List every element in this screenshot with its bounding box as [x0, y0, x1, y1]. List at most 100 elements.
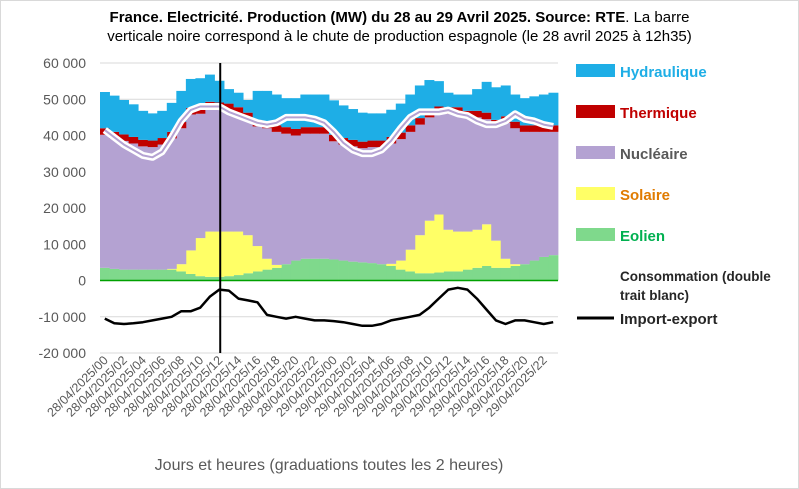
bar-solaire [500, 258, 511, 268]
bar-thermique [290, 128, 301, 136]
bar-hydraulique [119, 99, 130, 135]
bar-eolien [204, 276, 215, 281]
bar-nucleaire [395, 139, 406, 261]
bar-hydraulique [329, 100, 339, 135]
bar-nucleaire [376, 147, 387, 265]
bar-eolien [243, 273, 254, 281]
bar-hydraulique [300, 94, 311, 128]
bar-hydraulique [157, 110, 168, 139]
bar-nucleaire [529, 131, 540, 261]
bar-solaire [166, 268, 177, 270]
bar-hydraulique [357, 112, 368, 142]
legend-label: Eolien [620, 228, 665, 245]
bar-nucleaire [243, 119, 254, 236]
bar-solaire [185, 250, 196, 274]
bar-thermique [472, 110, 483, 118]
bar-eolien [109, 268, 120, 281]
legend-label-consumption: Consommation (double trait blanc) [620, 269, 771, 303]
bar-nucleaire [281, 133, 292, 265]
bar-eolien [262, 269, 273, 281]
chart-title: France. Electricité. Production (MW) du … [0, 8, 799, 46]
bar-hydraulique [338, 105, 349, 139]
bar-hydraulique [252, 90, 263, 120]
bar-eolien [195, 276, 206, 281]
bar-eolien [453, 271, 463, 281]
bar-eolien [290, 260, 301, 281]
legend-label: Hydraulique [620, 64, 707, 81]
bar-nucleaire [348, 146, 359, 262]
bar-nucleaire [500, 122, 511, 259]
y-tick-label: 10 000 [43, 236, 86, 252]
bar-eolien [138, 269, 149, 281]
bar-solaire [491, 240, 502, 268]
bar-eolien [491, 267, 502, 281]
bar-hydraulique [529, 96, 540, 126]
legend-swatch [576, 228, 615, 241]
bar-eolien [271, 267, 282, 281]
bar-thermique [319, 127, 330, 134]
bar-hydraulique [367, 113, 378, 141]
bar-hydraulique [100, 92, 110, 129]
bar-solaire [510, 264, 521, 266]
bar-hydraulique [281, 98, 292, 128]
legend-swatch [576, 105, 615, 118]
bar-nucleaire [147, 147, 158, 270]
bar-thermique [348, 139, 359, 147]
bar-nucleaire [176, 128, 187, 265]
bar-hydraulique [405, 94, 416, 126]
consumption-line-inner [104, 105, 554, 159]
bar-eolien [357, 262, 368, 281]
bar-nucleaire [357, 148, 368, 263]
bar-hydraulique [453, 94, 463, 108]
bar-hydraulique [348, 109, 359, 140]
bar-hydraulique [472, 89, 483, 111]
bar-eolien [443, 271, 454, 281]
bar-eolien [433, 272, 444, 281]
bar-thermique [510, 121, 521, 129]
bar-thermique [529, 125, 540, 132]
bar-thermique [357, 141, 368, 149]
bar-nucleaire [166, 138, 177, 269]
bar-hydraulique [109, 95, 120, 132]
y-tick-label: 60 000 [43, 55, 86, 71]
bar-hydraulique [290, 98, 301, 129]
bar-hydraulique [128, 104, 139, 137]
bar-eolien [510, 266, 521, 281]
bar-hydraulique [424, 80, 435, 111]
bar-thermique [119, 134, 130, 141]
bar-solaire [195, 238, 206, 277]
bar-thermique [329, 134, 339, 142]
bar-hydraulique [443, 92, 454, 108]
bar-nucleaire [195, 113, 206, 239]
bar-nucleaire [300, 133, 311, 259]
bar-nucleaire [224, 110, 234, 232]
bar-nucleaire [309, 133, 320, 259]
bar-solaire [472, 229, 483, 268]
bar-eolien [119, 269, 130, 281]
bar-nucleaire [100, 134, 110, 268]
bar-nucleaire [519, 131, 530, 265]
bar-thermique [271, 125, 282, 132]
x-axis-title: Jours et heures (graduations toutes les … [155, 457, 504, 474]
bar-eolien [329, 259, 339, 281]
bar-nucleaire [338, 144, 349, 261]
bar-hydraulique [510, 94, 521, 122]
bar-solaire [204, 231, 215, 277]
bar-hydraulique [309, 94, 320, 128]
bar-eolien [281, 264, 292, 281]
bar-solaire [176, 264, 187, 272]
bar-hydraulique [185, 78, 196, 108]
bar-hydraulique [481, 81, 492, 113]
bar-thermique [481, 112, 492, 120]
bar-eolien [100, 267, 110, 281]
bar-eolien [386, 266, 397, 281]
bar-solaire [424, 220, 435, 274]
bar-eolien [376, 264, 387, 281]
bar-eolien [185, 273, 196, 281]
bar-hydraulique [395, 103, 406, 133]
bar-solaire [481, 224, 492, 266]
legend-label: Thermique [620, 105, 697, 122]
bar-eolien [472, 267, 483, 281]
bar-eolien [166, 269, 177, 281]
